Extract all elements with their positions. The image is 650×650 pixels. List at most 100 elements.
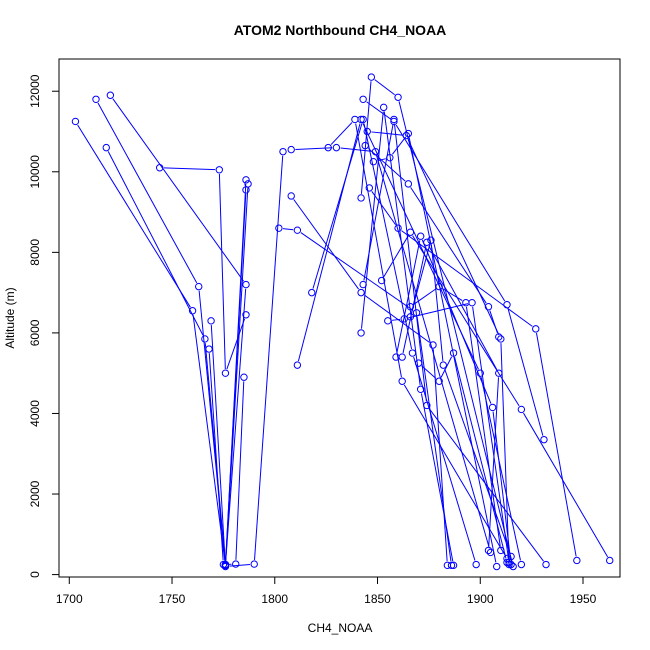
data-point [449, 349, 458, 357]
flight-profile-1 [71, 117, 250, 570]
flight-profile-14 [357, 103, 458, 570]
series-line-segment [366, 101, 391, 120]
data-point [406, 313, 415, 321]
data-point [449, 561, 458, 570]
data-point [359, 280, 367, 289]
series-line-segment [112, 98, 244, 282]
series-line-segment [421, 239, 492, 404]
series-line-segment [283, 228, 294, 231]
data-point [394, 224, 402, 232]
data-point [361, 141, 369, 150]
data-point [293, 361, 302, 369]
data-point [532, 325, 540, 333]
flight-profile-7 [207, 147, 287, 571]
flight-profile-21 [365, 184, 581, 565]
data-point [279, 147, 287, 156]
data-point [155, 164, 164, 172]
series-line-segment [360, 111, 384, 329]
x-tick-label: 1750 [159, 592, 186, 606]
flight-profile-26 [406, 236, 515, 561]
data-point [242, 311, 250, 319]
data-point [275, 224, 283, 232]
data-point [102, 143, 110, 152]
data-point [476, 369, 484, 377]
data-point [106, 91, 115, 99]
data-point [497, 335, 505, 343]
data-point [242, 176, 250, 184]
data-point [205, 345, 213, 353]
chart-title: ATOM2 Northbound CH4_NOAA [234, 22, 447, 38]
series-line-segment [376, 155, 490, 549]
series-line-segment [225, 194, 247, 561]
flight-profile-19 [363, 127, 513, 569]
y-tick-label: 0 [28, 571, 42, 578]
series-line-segment [295, 147, 333, 150]
flight-profile-4 [102, 143, 250, 569]
data-point [242, 186, 250, 194]
series-line-segment [507, 308, 544, 436]
data-point [287, 145, 295, 154]
series-line-segment [218, 173, 226, 370]
data-point [359, 115, 367, 124]
data-point [488, 403, 497, 412]
data-point [359, 95, 367, 103]
data-point [369, 158, 378, 166]
data-point [390, 115, 398, 124]
data-point [429, 341, 437, 349]
data-point [439, 361, 447, 369]
series-line-segment [330, 122, 353, 145]
flight-profile-3 [106, 91, 250, 569]
series-line-segment [77, 124, 191, 308]
data-point [423, 401, 431, 410]
data-point [542, 560, 550, 569]
series-line-segment [192, 314, 226, 562]
data-point [377, 276, 386, 285]
flight-profile-15 [359, 115, 550, 569]
series-line-segment [300, 232, 414, 311]
series-line-segment [420, 393, 454, 562]
series-line-segment [428, 245, 498, 370]
data-point [573, 556, 581, 565]
data-point [357, 329, 365, 337]
data-point [404, 129, 413, 138]
series-line-segment [371, 191, 397, 226]
x-tick-label: 1900 [467, 592, 494, 606]
series-line-segment [363, 123, 413, 350]
x-tick-label: 1850 [364, 592, 391, 606]
data-point [540, 435, 548, 444]
series-line-segment [472, 306, 509, 559]
data-point [406, 228, 415, 236]
x-tick-label: 1700 [56, 592, 83, 606]
data-point [390, 117, 398, 126]
data-point [404, 180, 413, 188]
series-line-segment [395, 124, 506, 302]
data-point [408, 349, 417, 357]
series-line-segment [226, 318, 246, 370]
data-point [435, 377, 443, 385]
series-line-segment [235, 381, 245, 560]
flight-profile-8 [275, 224, 456, 570]
flight-profile-5 [155, 164, 250, 377]
series-line-segment [492, 411, 512, 561]
data-point [357, 194, 365, 202]
series-line-segment [465, 306, 501, 547]
x-tick-label: 1950 [570, 592, 597, 606]
data-point [207, 317, 215, 325]
series-line-segment [374, 79, 396, 96]
flight-profile-6 [205, 345, 248, 569]
data-point [386, 153, 394, 162]
data-point [447, 561, 456, 570]
series-line-segment [523, 412, 609, 558]
data-point [293, 226, 302, 234]
series-line-segment [363, 123, 394, 281]
y-tick-label: 10000 [28, 155, 42, 189]
data-point [219, 560, 228, 569]
series-line-segment [229, 563, 251, 567]
data-point [509, 562, 517, 571]
data-point [507, 552, 515, 561]
y-tick-label: 6000 [28, 319, 42, 346]
data-point [495, 369, 503, 377]
series-line-segment [367, 148, 406, 182]
x-axis-label: CH4_NOAA [308, 621, 373, 635]
